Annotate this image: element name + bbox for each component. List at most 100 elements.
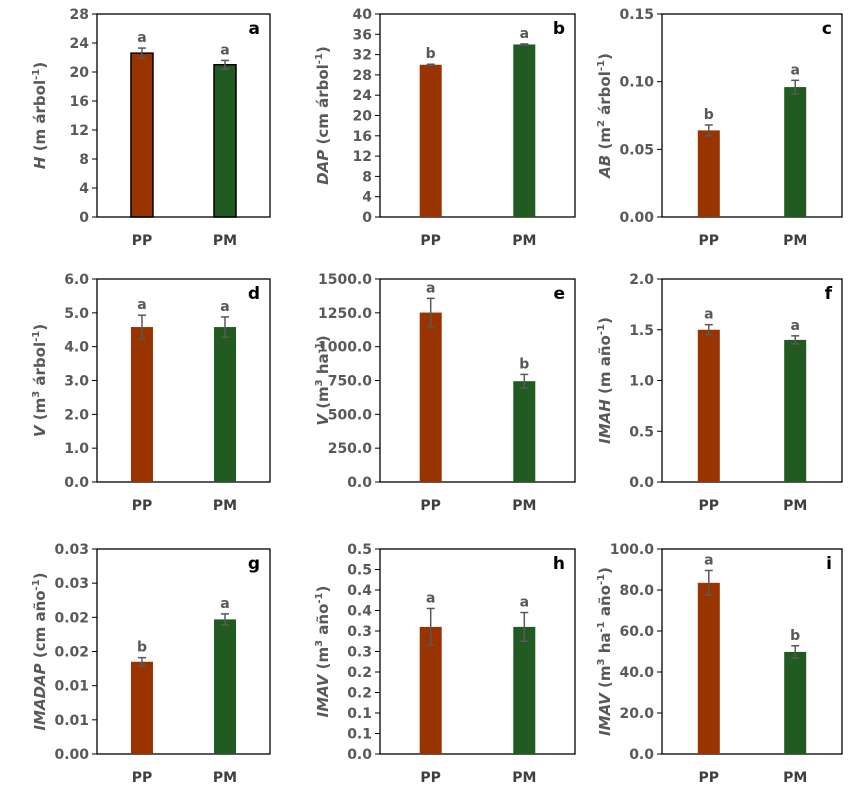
bar-pp <box>130 661 153 754</box>
y-axis-label: V (m3 árbol-1) <box>31 324 49 437</box>
significance-letter: b <box>519 356 529 372</box>
y-tick-label: 2.0 <box>629 272 654 288</box>
y-tick-label: 0.4 <box>347 604 372 620</box>
y-tick-label: 0.00 <box>54 747 89 763</box>
significance-letter: a <box>790 318 799 334</box>
x-category-label: PP <box>699 233 720 249</box>
y-tick-label: 16 <box>353 129 372 145</box>
y-axis-label-part: ( <box>596 143 614 155</box>
y-tick-label: 750.0 <box>328 374 373 390</box>
y-tick-label: 0.0 <box>347 475 372 491</box>
y-axis-label-part: m <box>31 398 49 414</box>
y-tick-label: 0.3 <box>347 645 372 661</box>
y-tick-label: 0.2 <box>347 686 372 702</box>
y-tick-label: 0 <box>362 210 372 226</box>
y-tick-label: 1.0 <box>64 441 89 457</box>
y-axis-label-part: ( <box>314 663 332 675</box>
y-axis-label-part: ( <box>31 413 49 425</box>
y-tick-label: 0.3 <box>347 624 372 640</box>
bar-pm <box>784 339 807 482</box>
panel-letter: c <box>822 19 832 39</box>
panel-letter: e <box>553 284 565 304</box>
y-axis-label-part: DAP <box>314 150 332 185</box>
significance-letter: a <box>704 307 713 323</box>
bar-pm <box>784 87 807 217</box>
y-tick-label: 0.5 <box>347 563 372 579</box>
y-tick-label: 20 <box>70 65 90 81</box>
y-axis-label-part: árbol <box>31 342 49 391</box>
x-category-label: PM <box>213 770 237 785</box>
y-axis-label-part: m año <box>596 335 614 387</box>
x-category-label: PM <box>783 233 807 249</box>
plot-frame <box>379 13 576 218</box>
y-axis-label: DAP (cm árbol-1) <box>314 46 332 185</box>
y-axis-label-part: 3 <box>314 379 325 386</box>
y-axis-label: V (m3 ha-1) <box>314 335 332 425</box>
y-axis-label-part: IMAV <box>596 692 614 736</box>
significance-letter: a <box>520 595 529 611</box>
y-tick-label: 16 <box>70 94 89 110</box>
x-category-label: PP <box>132 233 153 249</box>
significance-letter: b <box>790 628 800 644</box>
plot-frame <box>661 13 843 218</box>
panel-letter: g <box>248 554 260 574</box>
y-axis-label-part: 3 <box>31 391 42 398</box>
x-category-label: PP <box>420 233 441 249</box>
y-axis-label: IMAV (m3 ha-1 año-1) <box>596 567 614 736</box>
y-axis-label-part: cm año <box>31 590 49 651</box>
y-axis-label-part: ( <box>31 144 49 156</box>
x-category-label: PM <box>213 498 237 514</box>
y-axis-label-part: -1 <box>596 621 607 632</box>
y-tick-label: 36 <box>353 27 372 43</box>
plot-frame <box>96 13 271 218</box>
y-tick-label: 20.0 <box>619 706 654 722</box>
x-category-label: PM <box>512 498 536 514</box>
y-axis-label: AB (m2 árbol-1) <box>596 53 614 179</box>
y-axis-label-part: IMAH <box>596 399 614 444</box>
y-tick-label: 0.0 <box>629 475 654 491</box>
y-tick-label: 0.15 <box>619 7 654 23</box>
y-axis-label-part: -1 <box>596 60 607 71</box>
panel-e: 0.0 250.0 500.0 750.0 1000.0 1250.0 1500.0 a PP b… <box>314 272 576 514</box>
y-axis-label-part: ( <box>314 402 332 414</box>
y-axis-label-part: ) <box>314 46 332 53</box>
y-axis-label-part: 3 <box>314 640 325 647</box>
y-axis-label-part: -1 <box>314 53 325 64</box>
y-tick-label: 0.0 <box>64 475 89 491</box>
y-tick-label: 20 <box>353 109 373 125</box>
y-tick-label: 4 <box>362 190 372 206</box>
x-category-label: PP <box>420 770 441 785</box>
y-tick-label: 1.5 <box>629 323 654 339</box>
y-axis-label-part: ) <box>31 324 49 331</box>
bar-pp <box>697 582 720 754</box>
y-tick-label: 0.1 <box>347 727 372 743</box>
panel-letter: f <box>825 284 833 304</box>
plot-frame <box>96 278 271 483</box>
significance-letter: b <box>704 107 714 123</box>
significance-letter: a <box>220 299 229 315</box>
bar-pm <box>513 381 536 482</box>
y-tick-label: 2.0 <box>64 407 89 423</box>
x-category-label: PP <box>699 498 720 514</box>
significance-letter: a <box>137 30 146 46</box>
significance-letter: a <box>704 553 713 569</box>
y-axis-label-part: IMADAP <box>31 663 49 730</box>
significance-letter: a <box>426 590 435 606</box>
y-axis-label-part: árbol <box>596 71 614 120</box>
plot-frame <box>96 548 271 755</box>
y-axis-label-part: -1 <box>596 324 607 335</box>
y-tick-label: 60.0 <box>619 624 654 640</box>
y-axis-label-part: ha <box>596 632 614 658</box>
y-axis-label-part: ) <box>31 572 49 579</box>
panel-i: 0.0 20.0 40.0 60.0 80.0 100.0 a PP b PM i IMAV (m3 … <box>596 542 843 785</box>
significance-letter: b <box>426 46 436 62</box>
y-tick-label: 28 <box>353 68 372 84</box>
y-axis-label-part: H <box>31 156 49 169</box>
y-tick-label: 24 <box>353 88 373 104</box>
panel-letter: a <box>249 19 260 39</box>
y-axis-label-part: ) <box>31 62 49 69</box>
y-tick-label: 1000.0 <box>318 340 372 356</box>
panel-letter: i <box>826 554 832 574</box>
y-tick-label: 5.0 <box>64 306 89 322</box>
